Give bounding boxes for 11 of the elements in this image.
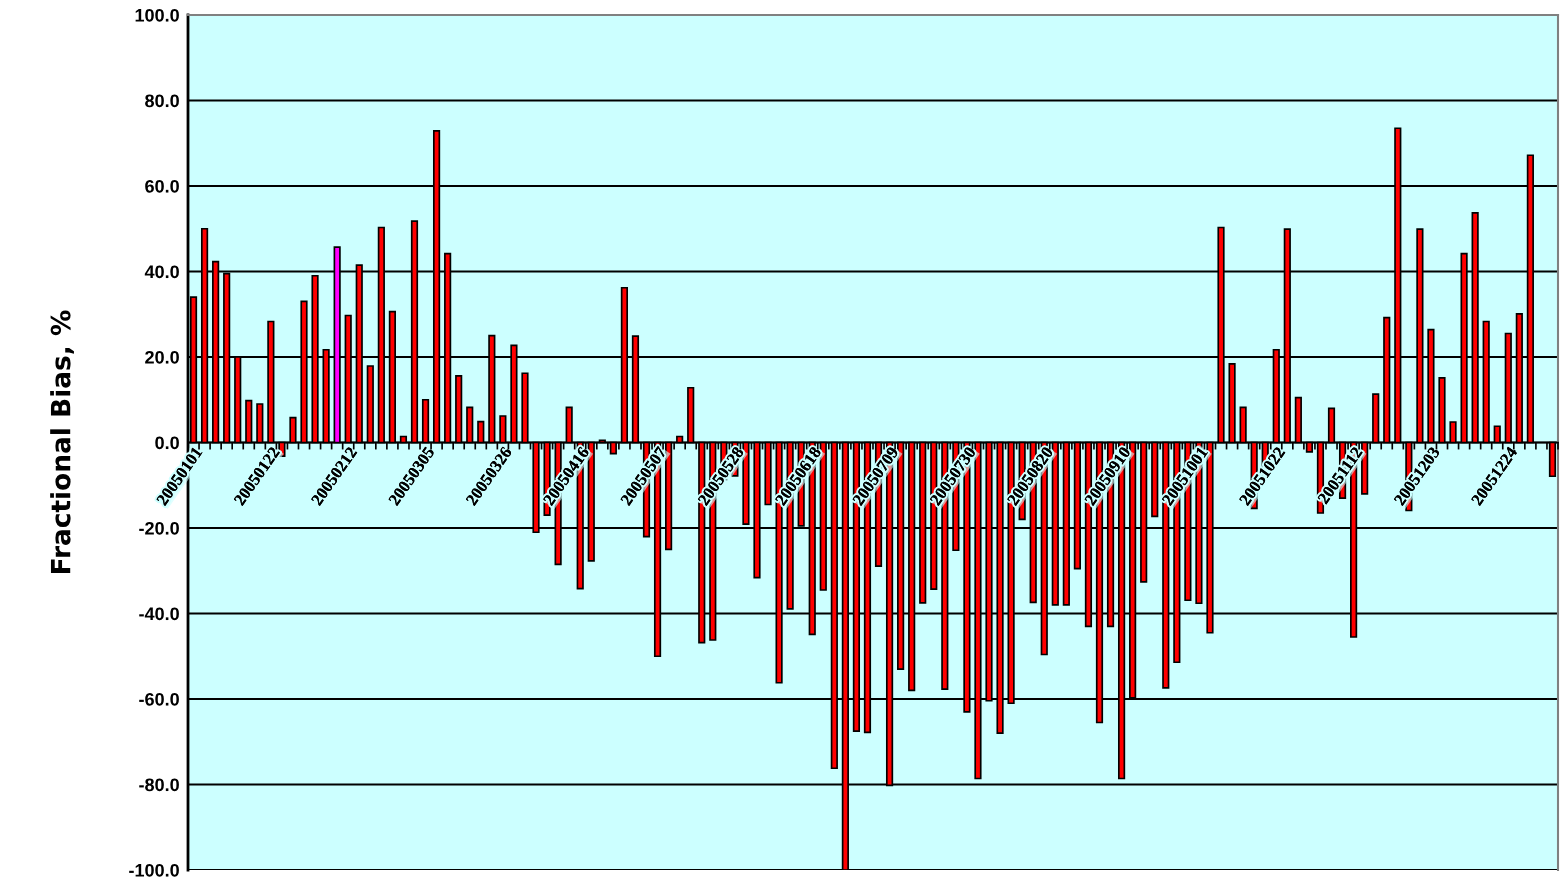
y-tick-label: 40.0 bbox=[144, 265, 179, 279]
y-tick-label: 20.0 bbox=[145, 350, 179, 364]
y-tick-label: -80.0 bbox=[139, 778, 179, 792]
y-axis-title: Fractional Bias, % bbox=[50, 310, 74, 573]
y-tick-label: 100.0 bbox=[135, 8, 179, 22]
y-tick-label: 80.0 bbox=[145, 94, 179, 108]
y-tick-label: -100.0 bbox=[129, 863, 179, 877]
y-tick-label: 60.0 bbox=[145, 179, 179, 193]
y-tick-label: -20.0 bbox=[139, 521, 179, 535]
y-tick-label: -40.0 bbox=[139, 607, 179, 621]
y-tick-label: -60.0 bbox=[139, 692, 179, 706]
